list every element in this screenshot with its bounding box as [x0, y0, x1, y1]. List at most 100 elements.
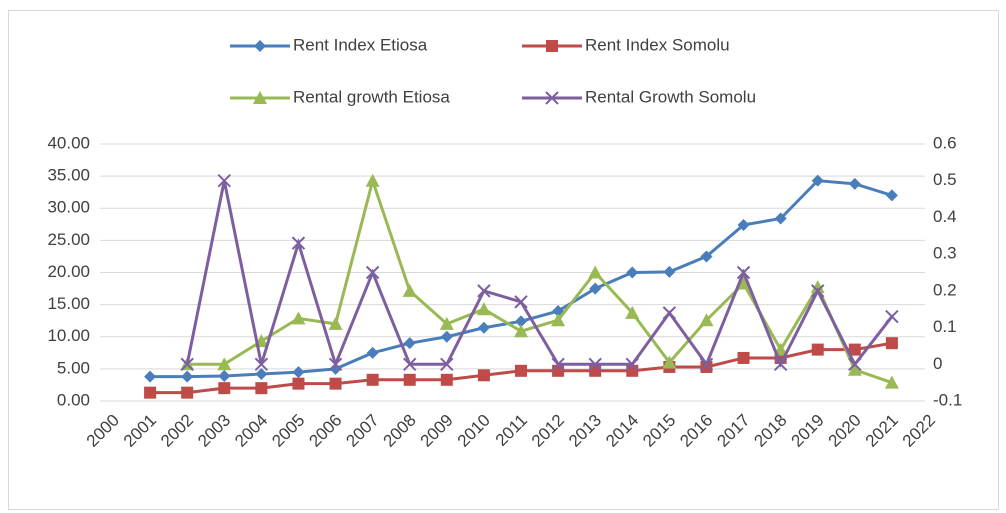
point [255, 382, 268, 395]
point [254, 357, 269, 371]
point [217, 357, 232, 371]
legend-label: Rent Index Etiosa [293, 35, 428, 54]
point [589, 282, 602, 295]
y2-tick-label: -0.1 [933, 390, 962, 409]
y-tick-label: 30.00 [47, 198, 90, 217]
y-tick-label: 5.00 [57, 358, 90, 377]
point [476, 302, 491, 316]
point [737, 218, 750, 231]
point [589, 364, 602, 377]
point [255, 368, 268, 381]
legend-label: Rental Growth Somolu [585, 87, 756, 106]
point [180, 357, 194, 371]
point [626, 364, 639, 377]
point [700, 360, 713, 373]
y-tick-label: 25.00 [47, 230, 90, 249]
legend-marker [254, 40, 266, 52]
y-tick-label: 15.00 [47, 294, 90, 313]
point [514, 295, 528, 309]
point [551, 357, 565, 371]
point [366, 346, 379, 359]
point [328, 316, 343, 330]
point [477, 369, 490, 382]
y2-tick-label: 0.1 [933, 317, 957, 336]
point [181, 370, 194, 383]
y-tick-label: 35.00 [47, 166, 90, 185]
y-tick-label: 20.00 [47, 262, 90, 281]
point [366, 373, 379, 386]
point [144, 386, 157, 399]
point [588, 357, 602, 371]
point [292, 377, 305, 390]
point [402, 283, 417, 297]
point [811, 343, 824, 356]
point [736, 276, 751, 290]
point [144, 370, 157, 383]
point [811, 284, 825, 298]
point [329, 377, 342, 390]
point [218, 382, 231, 395]
point [885, 189, 898, 202]
point [885, 309, 899, 324]
point [365, 173, 380, 187]
y2-tick-label: 0.6 [933, 133, 957, 152]
point [700, 250, 713, 263]
point [477, 284, 491, 298]
point [847, 362, 862, 376]
point [291, 236, 306, 250]
point [403, 373, 416, 386]
point [515, 315, 527, 328]
y-tick-label: 40.00 [47, 133, 90, 152]
series-line [187, 175, 893, 385]
point [403, 337, 416, 350]
point [328, 357, 343, 371]
point [552, 364, 565, 377]
point [551, 313, 566, 327]
point [663, 265, 676, 278]
point [439, 316, 454, 330]
point [884, 375, 899, 389]
series-line [185, 180, 894, 369]
y2-tick-label: 0.5 [933, 170, 957, 189]
point [848, 343, 861, 356]
point [514, 324, 528, 338]
point [218, 369, 231, 382]
point [181, 386, 194, 399]
point [737, 351, 750, 364]
y2-tick-label: 0.2 [933, 280, 957, 299]
y2-tick-label: 0 [933, 354, 942, 373]
point [403, 357, 417, 371]
legend-marker [545, 91, 559, 105]
point [291, 311, 306, 325]
point [515, 364, 527, 377]
point [662, 306, 677, 320]
point [365, 265, 380, 280]
point [773, 357, 788, 371]
point [440, 330, 453, 343]
point [848, 357, 862, 371]
y-tick-label: 10.00 [47, 326, 90, 345]
point [885, 337, 898, 350]
point [440, 373, 453, 386]
point [699, 313, 714, 327]
point [440, 357, 454, 371]
y2-tick-label: 0.3 [933, 244, 957, 263]
legend-marker [546, 40, 558, 52]
point [736, 265, 751, 280]
legend-label: Rental growth Etiosa [293, 87, 450, 106]
chart-border [8, 10, 999, 510]
y2-tick-label: 0.4 [933, 207, 957, 226]
point [699, 357, 714, 371]
point [662, 355, 677, 369]
point [625, 357, 639, 371]
y-tick-label: 0.00 [57, 390, 90, 409]
point [217, 174, 231, 188]
point [626, 266, 639, 279]
point [848, 177, 861, 190]
legend-label: Rent Index Somolu [585, 35, 730, 54]
point [292, 366, 305, 379]
legend-marker [253, 91, 267, 104]
point [625, 305, 640, 319]
point [477, 321, 490, 334]
